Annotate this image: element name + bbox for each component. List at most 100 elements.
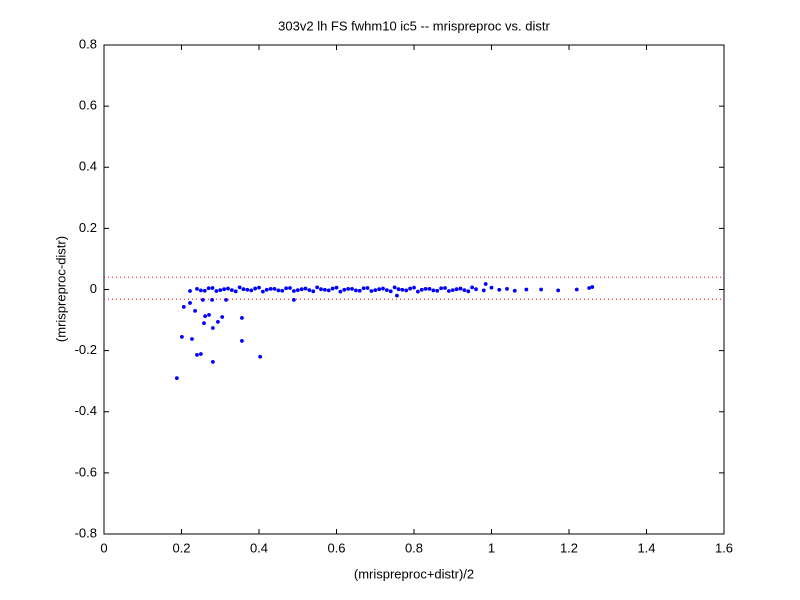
point: [198, 288, 203, 293]
point: [272, 286, 277, 291]
point: [226, 286, 230, 291]
point: [276, 288, 281, 293]
point: [190, 337, 194, 341]
point: [474, 287, 478, 292]
point: [202, 321, 206, 326]
point: [210, 297, 215, 302]
point: [241, 287, 246, 292]
y-tick-label: 0.2: [79, 220, 97, 235]
point: [268, 286, 273, 291]
point: [556, 288, 561, 293]
point: [240, 338, 244, 343]
x-tick-label: 1.6: [715, 540, 733, 555]
point: [466, 289, 471, 294]
point: [439, 286, 444, 291]
x-tick-label: 1.4: [637, 540, 655, 555]
point: [483, 282, 488, 286]
point: [315, 285, 320, 290]
point: [342, 287, 347, 292]
point: [431, 288, 436, 293]
point: [412, 285, 416, 290]
point: [350, 286, 354, 291]
point: [216, 319, 220, 324]
point: [458, 286, 463, 291]
point: [415, 289, 420, 294]
point: [539, 287, 543, 292]
point: [188, 289, 192, 293]
point: [574, 287, 579, 292]
point: [203, 314, 208, 318]
point: [229, 288, 234, 293]
point: [408, 286, 413, 291]
point: [202, 288, 207, 293]
point: [233, 289, 238, 294]
point: [264, 287, 269, 292]
point: [357, 288, 362, 293]
point: [181, 305, 186, 309]
point: [179, 334, 184, 339]
point: [505, 286, 509, 291]
point: [198, 352, 203, 356]
point: [454, 287, 459, 292]
point: [214, 289, 219, 293]
point: [330, 286, 335, 291]
point: [322, 287, 327, 292]
y-tick-label: -0.2: [75, 342, 97, 357]
y-tick-label: 0.8: [79, 36, 97, 51]
point: [220, 315, 225, 319]
point: [384, 288, 389, 293]
point: [195, 353, 199, 357]
point: [395, 293, 399, 298]
point: [396, 287, 401, 292]
point: [512, 288, 517, 293]
point: [369, 289, 374, 293]
point: [381, 286, 385, 291]
point: [193, 308, 197, 313]
point: [497, 287, 502, 292]
point: [462, 288, 467, 293]
point: [222, 287, 227, 292]
point: [470, 285, 475, 290]
point: [311, 289, 316, 294]
point: [257, 285, 261, 290]
point: [218, 288, 223, 293]
x-tick-label: 0: [100, 540, 107, 555]
point: [260, 289, 265, 294]
point: [353, 288, 358, 293]
point: [326, 288, 331, 293]
point: [587, 286, 592, 290]
y-axis-label: (mrispreproc-distr): [53, 236, 68, 342]
point: [319, 287, 323, 292]
point: [210, 326, 215, 330]
point: [373, 288, 378, 293]
point: [435, 288, 440, 293]
point: [400, 287, 405, 292]
point: [240, 316, 244, 320]
point: [210, 286, 215, 290]
point: [392, 285, 397, 290]
y-tick-label: -0.4: [75, 403, 97, 418]
point: [377, 287, 382, 292]
point: [188, 301, 192, 305]
point: [206, 286, 211, 291]
point: [404, 288, 409, 293]
point: [258, 354, 263, 359]
point: [249, 288, 254, 293]
x-tick-label: 0.4: [250, 540, 268, 555]
point: [388, 289, 393, 294]
point: [288, 286, 292, 290]
point: [210, 360, 215, 364]
point: [291, 289, 296, 293]
point: [481, 288, 486, 293]
point: [207, 312, 211, 317]
chart-title: 303v2 lh FS fwhm10 ic5 -- mrispreproc vs…: [278, 18, 550, 33]
point: [224, 297, 228, 302]
x-tick-label: 1: [488, 540, 495, 555]
point: [237, 285, 242, 290]
point: [427, 286, 432, 291]
x-tick-label: 0.6: [327, 540, 345, 555]
point: [245, 287, 250, 292]
point: [200, 297, 205, 302]
